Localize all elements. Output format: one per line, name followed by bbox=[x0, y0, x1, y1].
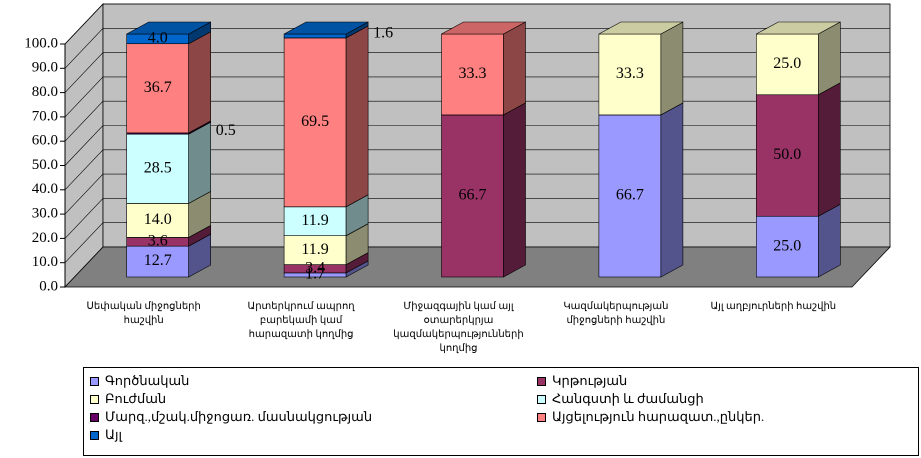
data-label: 66.7 bbox=[616, 187, 644, 204]
data-label: 1.7 bbox=[305, 266, 325, 283]
data-label: 25.0 bbox=[773, 55, 801, 72]
bar-front bbox=[598, 114, 662, 278]
data-label: 11.9 bbox=[301, 212, 328, 229]
bar-segment bbox=[598, 21, 684, 116]
y-tick-label: 80.0 bbox=[32, 84, 58, 100]
bar-segment bbox=[755, 21, 841, 96]
data-label: 36.7 bbox=[144, 79, 172, 96]
data-label: 33.3 bbox=[616, 65, 644, 82]
bar-segment bbox=[755, 82, 841, 217]
y-tick-label: 30.0 bbox=[32, 206, 58, 222]
legend-label: Այլ bbox=[105, 427, 123, 442]
bar-top bbox=[598, 21, 684, 35]
bar-front bbox=[126, 245, 189, 278]
legend-item: Մարզ.,մշակ.միջոցառ. մասնակցության bbox=[90, 409, 372, 425]
legend: Գործնական Կրթության Բուժման Հանգստի և ժաման… bbox=[83, 367, 919, 456]
legend-swatch bbox=[537, 412, 546, 422]
grid-line bbox=[64, 3, 890, 45]
legend-swatch bbox=[90, 412, 99, 422]
bar-side bbox=[817, 21, 841, 96]
legend-label: Կրթության bbox=[552, 373, 628, 388]
legend-item: Հանգստի և ժամանցի bbox=[537, 391, 704, 407]
bar-side bbox=[503, 102, 526, 278]
y-tick-label: 70.0 bbox=[32, 108, 58, 124]
bar-side bbox=[345, 25, 369, 208]
bar-side bbox=[817, 82, 841, 217]
bar-side bbox=[503, 21, 526, 116]
data-label: 11.9 bbox=[301, 241, 328, 258]
bar-segment bbox=[441, 21, 526, 116]
bar-front bbox=[126, 43, 189, 134]
data-label: 12.7 bbox=[144, 252, 172, 269]
bar-front bbox=[126, 133, 189, 204]
data-label: 3.6 bbox=[148, 232, 168, 249]
y-tick-label: 0.0 bbox=[39, 278, 58, 294]
legend-swatch bbox=[90, 430, 99, 440]
bar-front bbox=[441, 114, 504, 278]
legend-swatch bbox=[90, 376, 99, 386]
data-label: 4.0 bbox=[148, 30, 168, 47]
bar-top bbox=[756, 21, 841, 35]
data-label: 3.4 bbox=[305, 259, 325, 276]
legend-label: Բուժման bbox=[105, 391, 167, 406]
bar-front bbox=[283, 37, 347, 208]
legend-label: Հանգստի և ժամանցի bbox=[552, 391, 704, 406]
legend-swatch bbox=[537, 394, 546, 404]
bar-side bbox=[188, 121, 211, 204]
bar-front bbox=[441, 33, 504, 116]
y-tick-label: 20.0 bbox=[32, 230, 58, 246]
y-tick-label: 10.0 bbox=[32, 254, 58, 270]
bar-segment bbox=[126, 21, 211, 45]
legend-label: Մարզ.,մշակ.միջոցառ. մասնակցության bbox=[105, 409, 373, 424]
bar-top bbox=[441, 21, 526, 35]
legend-item: Այլ bbox=[90, 427, 122, 443]
x-tick-label: Միջազգային կամ այլ օտարերկրյա կազմակերպո… bbox=[393, 301, 524, 354]
x-tick-label: Արտերկրում ապրող բարեկամի կամ հարազատի կ… bbox=[247, 301, 355, 340]
data-label: 50.0 bbox=[773, 146, 801, 163]
y-tick-label: 50.0 bbox=[32, 157, 58, 173]
data-label: 28.5 bbox=[144, 159, 172, 176]
legend-label: Գործնական bbox=[105, 373, 190, 388]
y-tick-label: 40.0 bbox=[32, 181, 58, 197]
y-tick-label: 90.0 bbox=[32, 60, 58, 76]
bar-top bbox=[283, 21, 369, 35]
legend-item: Գործնական bbox=[90, 373, 189, 389]
bar-side bbox=[660, 102, 684, 278]
data-label: 33.3 bbox=[459, 65, 487, 82]
x-tick-label: Այլ աղբյուրների հաշվին bbox=[710, 301, 837, 312]
x-tick-label: Սեփական միջոցների հաշվին bbox=[86, 301, 201, 326]
legend-item: Բուժման bbox=[90, 391, 166, 407]
legend-label: Այցելություն հարազատ.,ընկեր. bbox=[552, 409, 765, 424]
bar-side bbox=[660, 21, 684, 116]
legend-item: Կրթության bbox=[537, 373, 627, 389]
bar-front bbox=[755, 33, 819, 96]
bar-side bbox=[817, 203, 841, 278]
legend-swatch bbox=[90, 394, 99, 404]
y-tick-label: 100.0 bbox=[24, 35, 58, 51]
bar-front bbox=[755, 94, 819, 217]
data-label: 69.5 bbox=[301, 113, 329, 130]
x-tick-label: Կազմակերպության միջոցների հաշվին bbox=[563, 301, 669, 326]
bar-segment bbox=[283, 25, 369, 208]
bar-segment bbox=[283, 21, 369, 39]
data-label: 0.5 bbox=[216, 122, 236, 139]
data-label: 14.0 bbox=[144, 211, 172, 228]
bar-front bbox=[283, 33, 347, 39]
data-label: 1.6 bbox=[373, 25, 393, 42]
legend-item: Այցելություն հարազատ.,ընկեր. bbox=[537, 409, 764, 425]
bar-top bbox=[126, 21, 211, 35]
data-label: 25.0 bbox=[773, 237, 801, 254]
legend-swatch bbox=[537, 376, 546, 386]
data-label: 66.7 bbox=[459, 187, 487, 204]
bar-side bbox=[188, 31, 211, 134]
y-tick-label: 60.0 bbox=[32, 133, 58, 149]
bar-front bbox=[598, 33, 662, 116]
